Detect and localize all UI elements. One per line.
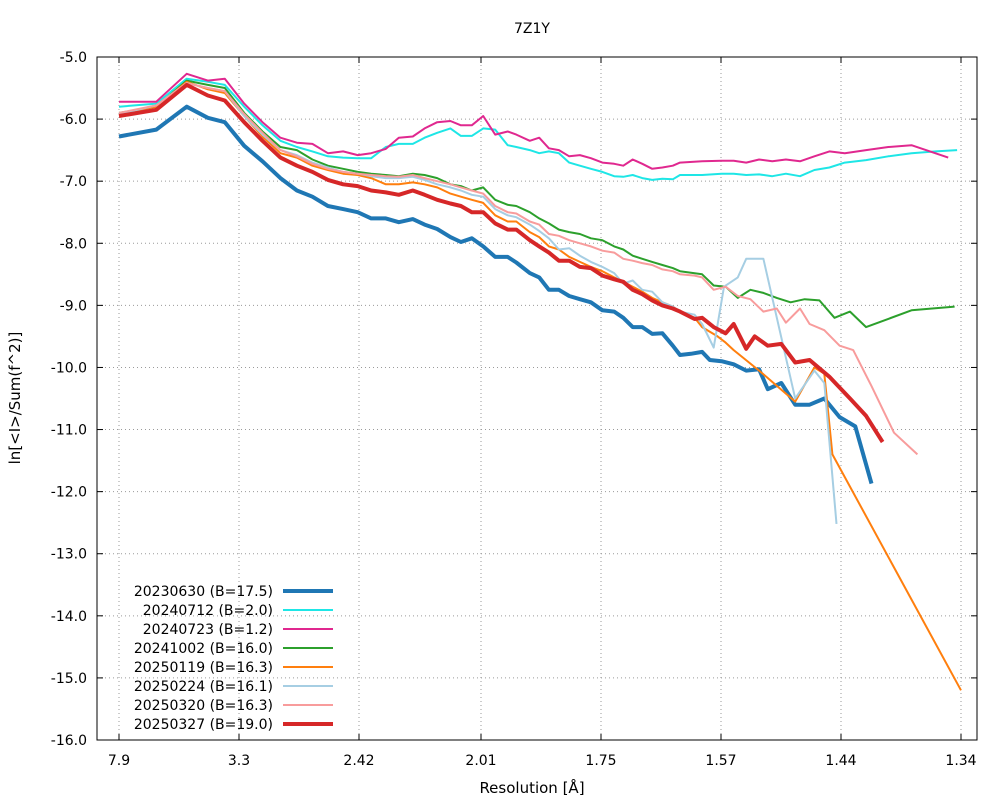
y-tick-label: -10.0 bbox=[51, 360, 87, 376]
x-axis: 7.9 3.3 2.42 2.01 1.75 1.57 1.44 1.34 bbox=[108, 57, 977, 769]
y-tick-label: -15.0 bbox=[51, 671, 87, 687]
series-line-4 bbox=[118, 80, 962, 691]
series-layer bbox=[118, 72, 962, 691]
y-tick-label: -8.0 bbox=[60, 236, 87, 252]
series-line-5 bbox=[118, 82, 838, 524]
x-axis-label: Resolution [Å] bbox=[479, 778, 584, 797]
y-axis-label: ln[<I>/Sum(f^2)] bbox=[6, 332, 24, 465]
series-line-7 bbox=[118, 82, 885, 444]
y-tick-label: -7.0 bbox=[60, 174, 87, 190]
y-tick-label: -6.0 bbox=[60, 112, 87, 128]
x-tick-label: 2.42 bbox=[343, 753, 374, 769]
x-tick-label: 1.75 bbox=[585, 753, 616, 769]
legend-label: 20241002 (B=16.0) bbox=[134, 641, 273, 657]
y-tick-label: -12.0 bbox=[51, 485, 87, 501]
y-tick-label: -11.0 bbox=[51, 423, 87, 439]
y-tick-label: -5.0 bbox=[60, 50, 87, 66]
x-tick-label: 1.44 bbox=[825, 753, 856, 769]
y-tick-label: -14.0 bbox=[51, 609, 87, 625]
y-tick-label: -13.0 bbox=[51, 547, 87, 563]
legend-label: 20250224 (B=16.1) bbox=[134, 679, 273, 695]
series-line-3 bbox=[118, 79, 955, 329]
x-tick-label: 7.9 bbox=[108, 753, 130, 769]
plot-frame bbox=[96, 56, 978, 741]
x-tick-label: 1.34 bbox=[945, 753, 976, 769]
x-tick-label: 2.01 bbox=[465, 753, 496, 769]
series-line-6 bbox=[118, 82, 919, 456]
y-tick-label: -9.0 bbox=[60, 298, 87, 314]
series-line-1 bbox=[118, 77, 958, 181]
y-axis: -5.0 -6.0 -7.0 -8.0 -9.0 -10.0 -11.0 -12.0 -13.0… bbox=[51, 50, 977, 749]
legend-label: 20250320 (B=16.3) bbox=[134, 698, 273, 714]
x-tick-label: 1.57 bbox=[705, 753, 736, 769]
legend-label: 20250327 (B=19.0) bbox=[134, 717, 273, 733]
legend-label: 20230630 (B=17.5) bbox=[134, 584, 273, 600]
chart-title: 7Z1Y bbox=[514, 21, 550, 37]
legend-label: 20240723 (B=1.2) bbox=[143, 622, 273, 638]
series-line-2 bbox=[119, 72, 949, 170]
series-line-0 bbox=[118, 104, 874, 485]
legend-label: 20240712 (B=2.0) bbox=[143, 603, 273, 619]
legend-label: 20250119 (B=16.3) bbox=[134, 660, 273, 676]
y-tick-label: -16.0 bbox=[51, 733, 87, 749]
x-tick-label: 3.3 bbox=[228, 753, 250, 769]
legend: 20230630 (B=17.5) 20240712 (B=2.0) 2024072… bbox=[134, 584, 333, 733]
